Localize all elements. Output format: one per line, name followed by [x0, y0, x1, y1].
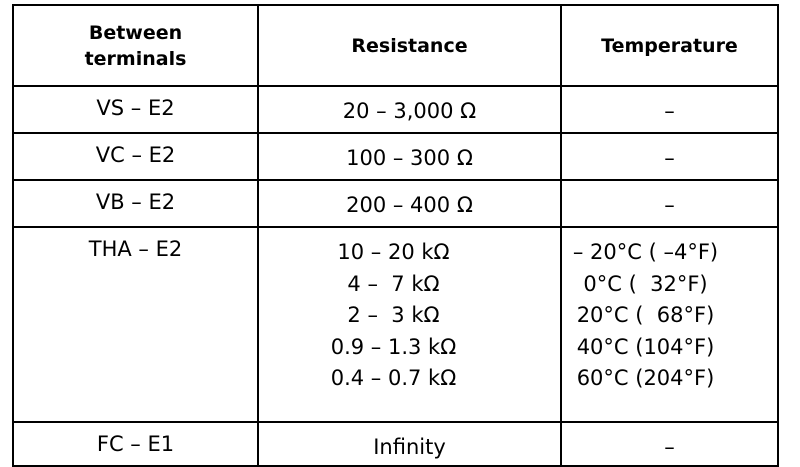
header-between-terminals: Between terminals [12, 4, 259, 87]
header-temperature: Temperature [560, 4, 779, 87]
temperature-cell: – [560, 85, 779, 134]
resistance-cell: Infinity [257, 421, 562, 467]
terminals-cell: VS – E2 [12, 85, 259, 134]
temperature-value: 0°C ( 32°F) [583, 271, 708, 296]
temperature-cell: – [560, 421, 779, 467]
table-row: VB – E2 200 – 400 Ω – [12, 179, 779, 228]
table-row: VS – E2 20 – 3,000 Ω – [12, 85, 779, 134]
terminals-cell: VC – E2 [12, 132, 259, 181]
table-header-row: Between terminals Resistance Temperature [12, 4, 779, 87]
resistance-value: 2 – 3 kΩ [347, 303, 440, 327]
resistance-value: 0.9 – 1.3 kΩ [330, 334, 457, 359]
header-terminals-line2: terminals [84, 47, 187, 70]
temperature-cell: – [560, 132, 779, 181]
temperature-value: – 20°C ( –4°F) [572, 240, 719, 264]
header-resistance: Resistance [257, 4, 562, 87]
resistance-cell: 10 – 20 kΩ 4 – 7 kΩ 2 – 3 kΩ 0.9 – 1.3 k… [257, 226, 562, 423]
temperature-value: 60°C (204°F) [576, 366, 715, 390]
temperature-cell: – 20°C ( –4°F) 0°C ( 32°F) 20°C ( 68°F) … [560, 226, 779, 423]
terminals-cell: THA – E2 [12, 226, 259, 423]
resistance-value: 10 – 20 kΩ [337, 240, 450, 264]
resistance-cell: 100 – 300 Ω [257, 132, 562, 181]
resistance-cell: 20 – 3,000 Ω [257, 85, 562, 134]
table-row: FC – E1 Infinity – [12, 421, 779, 467]
resistance-cell: 200 – 400 Ω [257, 179, 562, 228]
resistance-spec-table: Between terminals Resistance Temperature… [12, 4, 779, 467]
table-row: THA – E2 10 – 20 kΩ 4 – 7 kΩ 2 – 3 kΩ 0.… [12, 226, 779, 423]
temperature-value: 20°C ( 68°F) [576, 303, 715, 327]
resistance-value: 4 – 7 kΩ [347, 271, 440, 296]
terminals-cell: VB – E2 [12, 179, 259, 228]
header-terminals-line1: Between [88, 21, 183, 44]
resistance-value: 0.4 – 0.7 kΩ [330, 366, 457, 390]
temperature-cell: – [560, 179, 779, 228]
temperature-value: 40°C (104°F) [576, 334, 715, 359]
terminals-cell: FC – E1 [12, 421, 259, 467]
table-row: VC – E2 100 – 300 Ω – [12, 132, 779, 181]
